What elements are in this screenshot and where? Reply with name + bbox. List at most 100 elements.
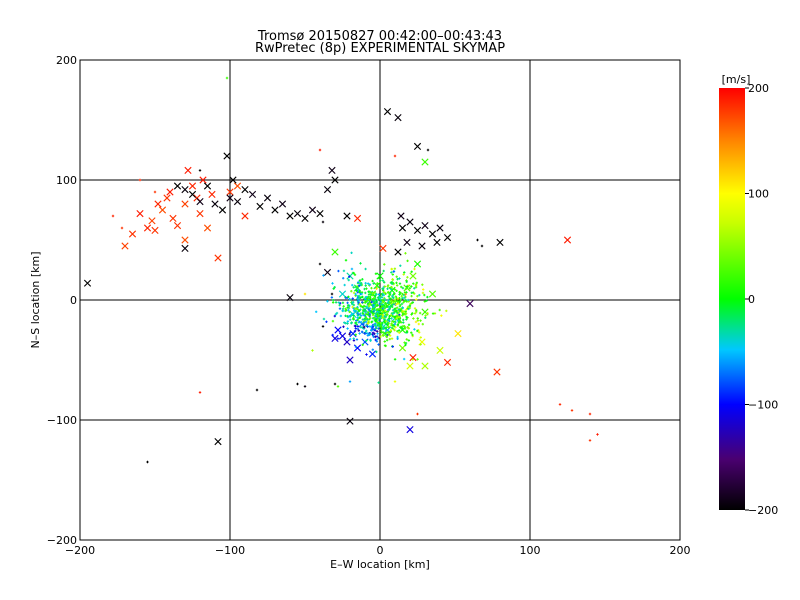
data-point: [364, 300, 367, 304]
data-point: [368, 312, 372, 316]
data-point: [381, 293, 384, 297]
data-point: [360, 292, 363, 296]
data-point: [361, 295, 364, 299]
data-point: [364, 267, 367, 271]
data-point: [403, 325, 406, 328]
data-point: [278, 200, 287, 208]
data-point: [184, 166, 192, 174]
chart-title: Tromsø 20150827 00:42:00–00:43:43: [257, 29, 502, 44]
data-point: [367, 304, 371, 308]
data-point: [404, 310, 407, 313]
data-point: [376, 310, 379, 313]
data-point: [341, 301, 345, 304]
data-point: [357, 321, 361, 324]
data-point: [382, 291, 386, 294]
data-point: [380, 296, 384, 299]
data-point: [350, 289, 353, 293]
data-point: [346, 356, 354, 364]
data-point: [344, 296, 348, 300]
data-point: [361, 318, 365, 321]
data-point: [395, 306, 399, 309]
data-point: [371, 327, 374, 330]
data-point: [357, 329, 361, 332]
data-point: [368, 350, 377, 358]
data-point: [225, 76, 229, 80]
data-point: [373, 309, 377, 312]
data-point: [373, 294, 376, 298]
data-point: [361, 343, 364, 347]
data-point: [380, 331, 383, 334]
colorbar-tick-label: 100: [748, 188, 769, 201]
data-point: [405, 285, 409, 288]
data-point: [392, 311, 396, 314]
data-point: [350, 302, 354, 306]
data-point: [293, 210, 302, 218]
data-point: [379, 244, 387, 252]
data-point: [367, 293, 371, 296]
data-point: [346, 272, 354, 280]
data-point: [371, 292, 374, 295]
data-point: [409, 272, 417, 280]
data-point: [379, 335, 382, 339]
data-point: [415, 309, 418, 312]
data-point: [344, 259, 348, 262]
data-point: [365, 353, 368, 356]
data-point: [226, 194, 234, 202]
data-point: [384, 309, 387, 313]
data-point: [387, 290, 390, 294]
data-point: [403, 327, 407, 330]
data-point: [421, 322, 425, 326]
data-point: [428, 230, 437, 238]
data-point: [382, 327, 385, 330]
data-point: [346, 327, 349, 330]
data-point: [318, 262, 322, 266]
data-point: [372, 297, 375, 300]
data-point: [332, 299, 335, 302]
data-point: [381, 307, 384, 310]
data-point: [414, 320, 418, 324]
data-point: [233, 198, 242, 206]
data-point: [328, 166, 336, 174]
data-point: [405, 280, 408, 284]
data-point: [394, 248, 402, 256]
data-point: [382, 287, 385, 291]
data-point: [379, 279, 382, 282]
data-point: [375, 350, 378, 354]
data-point: [391, 320, 394, 323]
data-point: [369, 293, 373, 296]
data-point: [405, 318, 408, 321]
data-point: [416, 294, 419, 298]
data-point: [359, 304, 362, 308]
data-point: [402, 301, 405, 304]
data-point: [366, 325, 369, 328]
data-point: [413, 226, 422, 234]
data-point: [394, 114, 402, 122]
data-point: [381, 316, 384, 319]
data-point: [388, 317, 391, 320]
data-point: [375, 340, 379, 343]
data-point: [387, 333, 391, 336]
data-point: [255, 388, 259, 392]
data-point: [377, 318, 381, 322]
data-point: [348, 275, 351, 278]
data-point: [199, 176, 207, 184]
data-point: [383, 108, 392, 116]
data-point: [436, 224, 444, 232]
data-point: [337, 269, 340, 273]
data-point: [196, 210, 204, 218]
data-point: [358, 302, 361, 306]
data-point: [331, 282, 334, 285]
data-point: [363, 314, 367, 317]
data-point: [271, 206, 279, 214]
data-point: [344, 314, 347, 318]
data-point: [393, 288, 396, 291]
data-point: [331, 176, 339, 184]
data-point: [303, 385, 307, 388]
data-point: [370, 286, 373, 290]
data-point: [344, 322, 347, 325]
data-point: [493, 368, 501, 376]
data-point: [390, 282, 394, 286]
data-point: [334, 301, 338, 304]
data-point: [390, 271, 393, 274]
data-point: [413, 292, 416, 295]
